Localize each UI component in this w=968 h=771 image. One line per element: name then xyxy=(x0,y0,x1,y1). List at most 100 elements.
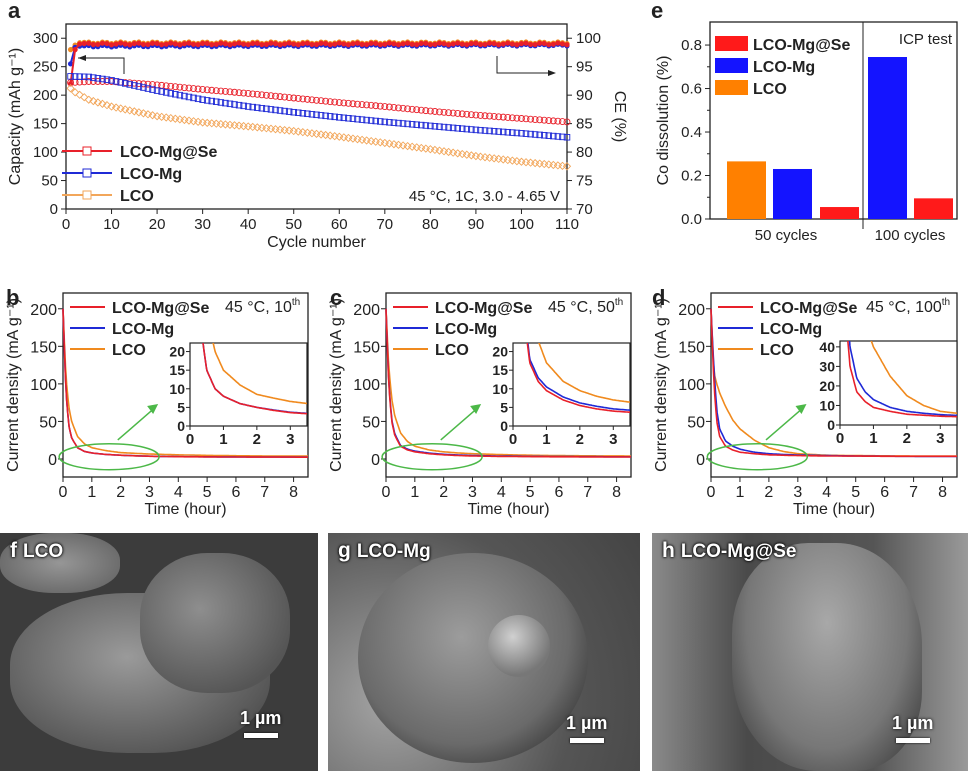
ce-point xyxy=(550,41,556,47)
legend-marker xyxy=(82,146,92,156)
ce-point xyxy=(546,42,552,48)
ce-point xyxy=(81,40,87,47)
ce-point xyxy=(400,41,406,47)
ce-point xyxy=(354,40,361,46)
ce-point xyxy=(427,41,433,48)
capacity-point xyxy=(463,125,471,133)
x-tick-label: 8 xyxy=(289,484,298,501)
ce-point xyxy=(382,41,388,47)
current-line-LCO xyxy=(62,308,308,457)
capacity-point xyxy=(299,110,307,117)
capacity-point xyxy=(422,122,430,129)
legend-label: LCO xyxy=(753,81,787,98)
ce-point xyxy=(373,40,379,47)
ce-point xyxy=(445,42,452,48)
ce-point xyxy=(95,41,101,48)
capacity-point xyxy=(495,128,502,135)
capacity-point xyxy=(75,90,84,99)
ce-point xyxy=(67,61,74,67)
capacity-point xyxy=(244,103,252,110)
y-tick-label: 0.6 xyxy=(681,81,702,98)
capacity-point xyxy=(427,122,434,130)
capacity-point xyxy=(295,109,302,116)
capacity-point xyxy=(504,129,512,136)
highlight-ellipse xyxy=(381,442,483,471)
ce-point xyxy=(377,42,383,48)
inset-y-tick-label: 40 xyxy=(819,339,835,355)
capacity-point xyxy=(518,115,525,122)
capacity-point xyxy=(171,83,179,91)
ce-point xyxy=(227,42,233,48)
capacity-point xyxy=(176,83,184,91)
capacity-point xyxy=(395,119,402,127)
capacity-point xyxy=(417,106,425,114)
x-tick-label: 1 xyxy=(735,484,744,501)
capacity-point xyxy=(140,84,147,91)
capacity-point xyxy=(94,75,102,82)
ce-line-LCO-Mg@Se xyxy=(69,42,568,84)
capacity-point xyxy=(545,117,553,124)
ce-point xyxy=(172,41,178,47)
scale-label: 1 µm xyxy=(892,713,934,733)
inset-lines xyxy=(202,343,307,415)
ce-point xyxy=(145,41,151,48)
y-tick-label: 150 xyxy=(33,116,58,133)
x-tick-label: 5 xyxy=(851,484,860,501)
x-tick-label: 3 xyxy=(468,484,477,501)
ce-point xyxy=(149,40,156,46)
inset-x-tick-label: 2 xyxy=(576,431,584,448)
y-axis-label: Current density (mA g⁻¹) xyxy=(328,298,345,472)
ce-point xyxy=(200,40,206,46)
inset-x-tick-label: 0 xyxy=(509,431,517,448)
legend-marker xyxy=(82,168,92,178)
capacity-point xyxy=(226,88,234,96)
ce-point xyxy=(113,41,119,47)
capacity-point xyxy=(331,98,339,106)
zoom-arrow xyxy=(765,409,802,441)
ce-point xyxy=(555,40,561,46)
capacity-point xyxy=(267,106,275,113)
ce-point xyxy=(464,42,470,48)
zoom-arrow xyxy=(440,409,476,441)
legend-label: LCO xyxy=(760,342,794,359)
capacity-point xyxy=(249,103,256,111)
ce-point xyxy=(505,40,511,46)
ce-point xyxy=(72,47,78,53)
y-tick-label: 100 xyxy=(678,377,705,394)
capacity-point xyxy=(408,105,416,113)
ce-point xyxy=(254,40,260,46)
ce-point xyxy=(482,41,488,48)
capacity-point xyxy=(290,94,298,102)
x-tick-label: 7 xyxy=(583,484,592,501)
ce-point xyxy=(268,40,274,46)
capacity-point xyxy=(395,104,402,112)
inset-frame-c xyxy=(512,342,631,427)
bar-50-cycles-LCO-Mg@Se xyxy=(820,207,859,219)
inset-x-tick-label: 0 xyxy=(186,431,194,448)
capacity-point xyxy=(153,87,161,94)
sem-label-lco-mg-se: LCO-Mg@Se xyxy=(680,541,797,562)
ce-point xyxy=(181,41,188,47)
legend-label: LCO-Mg xyxy=(760,321,822,338)
plot-frame-c xyxy=(385,292,632,478)
capacity-point xyxy=(162,89,170,96)
condition-superscript: th xyxy=(942,297,950,308)
inset-line-LCO xyxy=(870,341,957,415)
capacity-point xyxy=(335,99,343,107)
x-tick-label: 6 xyxy=(231,484,240,501)
capacity-point xyxy=(367,101,375,109)
ce-point xyxy=(473,40,479,46)
ce-point xyxy=(108,42,115,48)
capacity-point xyxy=(486,127,493,135)
capacity-point xyxy=(253,90,261,98)
ce-point xyxy=(364,41,370,48)
x-tick-label: 0 xyxy=(382,484,391,501)
inset-x-tick-label: 1 xyxy=(219,431,227,448)
ce-point xyxy=(282,41,288,47)
capacity-point xyxy=(549,117,557,125)
capacity-point xyxy=(262,91,270,99)
ce-point xyxy=(500,41,506,47)
capacity-point xyxy=(126,81,134,88)
ce-point xyxy=(559,41,566,47)
capacity-point xyxy=(162,82,170,90)
